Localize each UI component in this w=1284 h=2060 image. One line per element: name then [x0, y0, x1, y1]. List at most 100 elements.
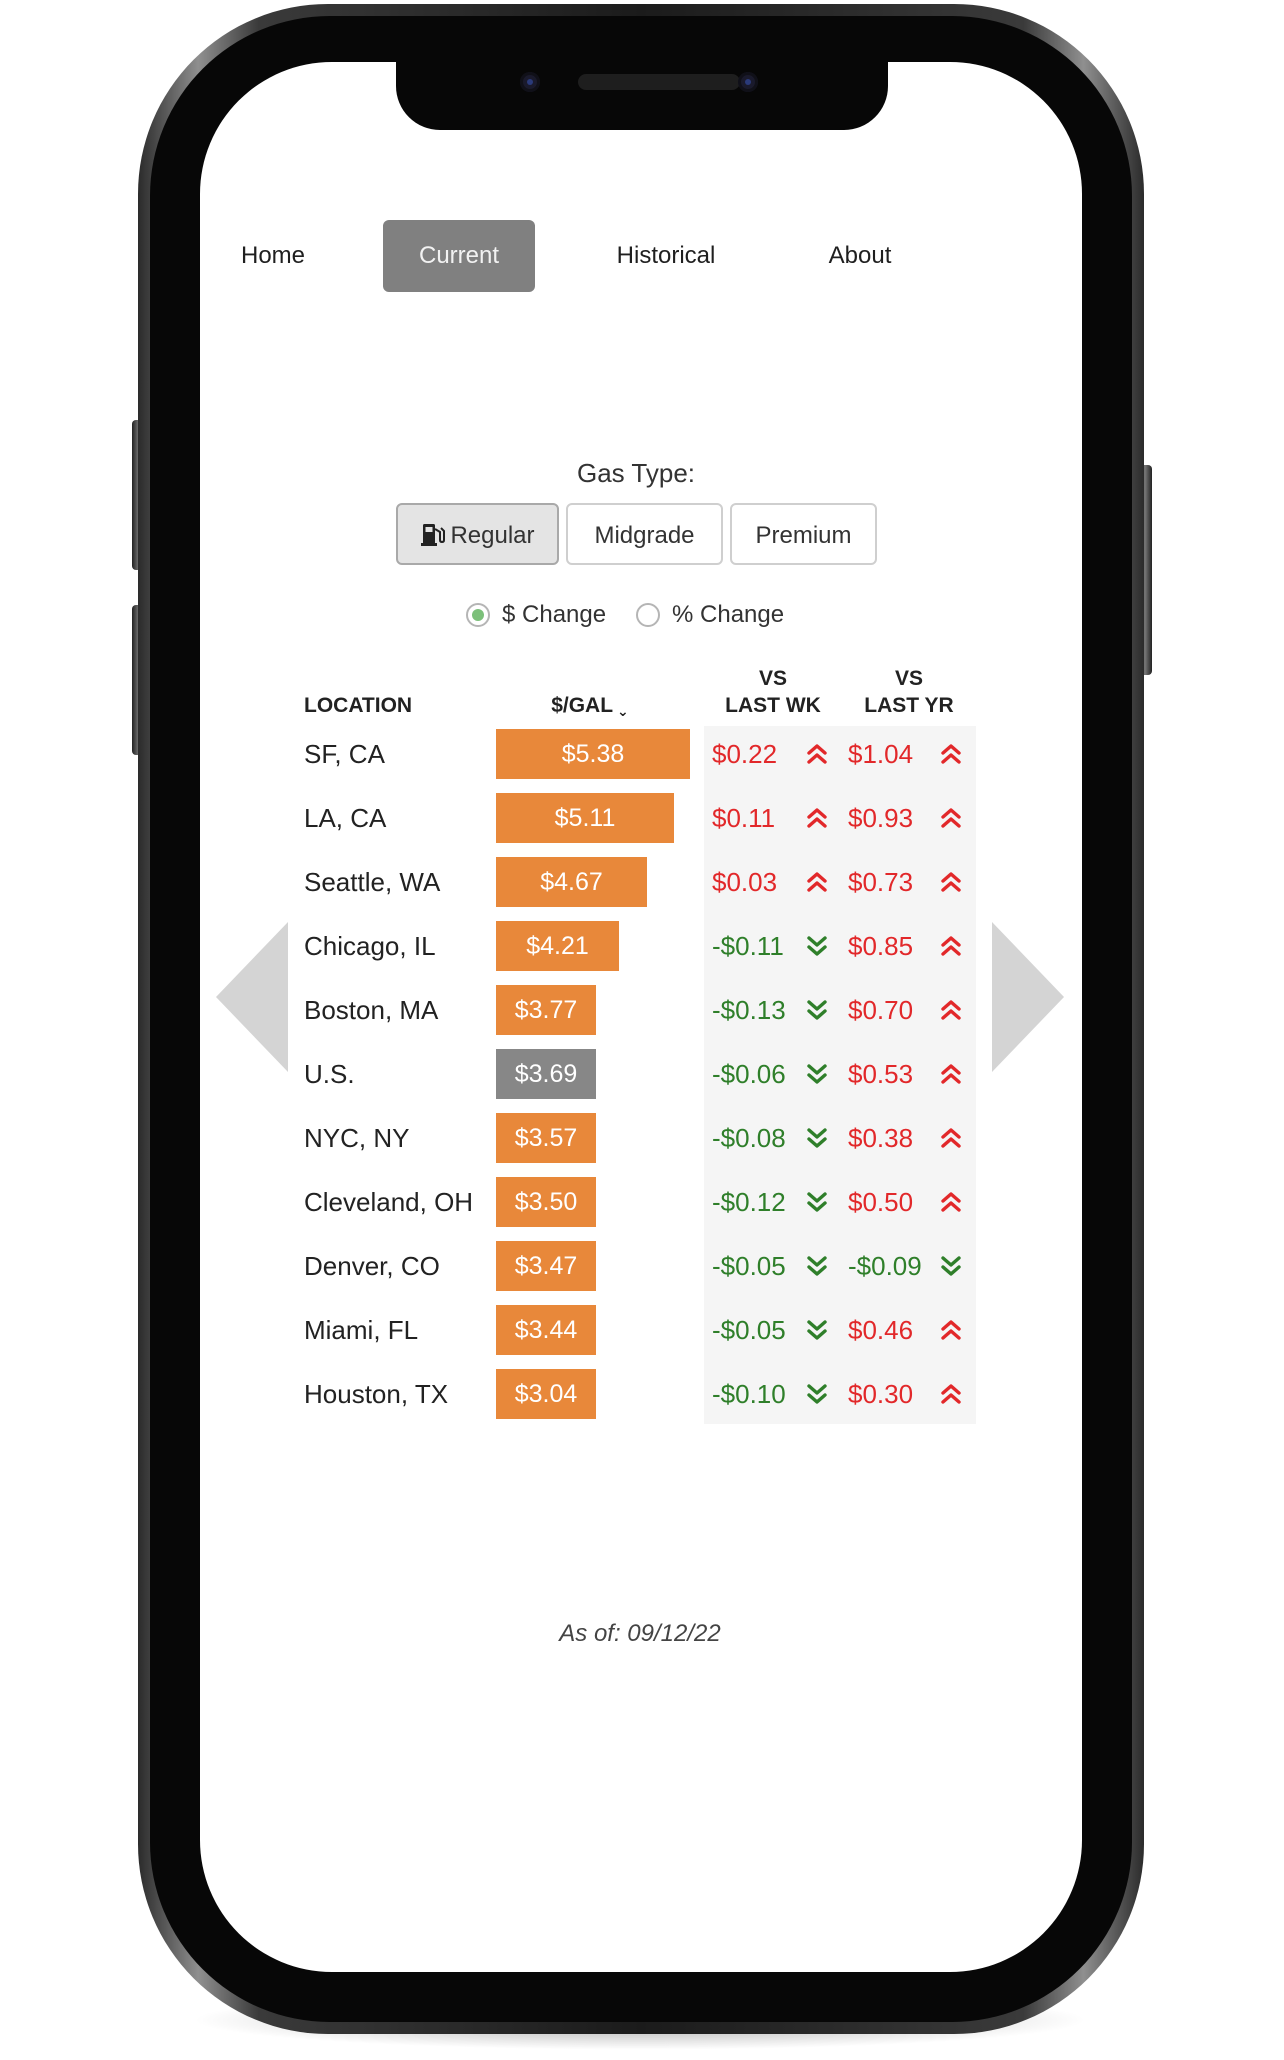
- column-header-vs-last-week[interactable]: VS LAST WK: [712, 665, 834, 719]
- vs-last-week-cell: -$0.12: [712, 1174, 786, 1230]
- location-cell: U.S.: [304, 1059, 355, 1089]
- nav-current[interactable]: Current: [383, 220, 535, 292]
- table-row[interactable]: Seattle, WA $4.67 $0.03 $0.73: [0, 854, 1284, 910]
- price-bar: $3.04: [496, 1369, 596, 1419]
- vs-last-year-value: $0.46: [848, 1315, 914, 1345]
- price-bar: $5.11: [496, 793, 674, 843]
- double-chevron-down-icon: [807, 1320, 827, 1340]
- double-chevron-up-icon: [807, 808, 827, 828]
- radio-selected-icon: [466, 603, 490, 627]
- location-cell: Houston, TX: [304, 1379, 449, 1409]
- table-row[interactable]: NYC, NY $3.57 -$0.08 $0.38: [0, 1110, 1284, 1166]
- price-bar: $5.38: [496, 729, 690, 779]
- table-row[interactable]: Cleveland, OH $3.50 -$0.12 $0.50: [0, 1174, 1284, 1230]
- nav-about[interactable]: About: [828, 242, 892, 269]
- gas-pump-icon: [421, 524, 446, 546]
- location-cell: Seattle, WA: [304, 867, 441, 897]
- column-header-vs-last-week-line1: VS: [758, 667, 787, 690]
- vs-last-year-value: $0.30: [848, 1379, 914, 1409]
- price-bar: $4.67: [496, 857, 647, 907]
- double-chevron-up-icon: [941, 1000, 961, 1020]
- table-row[interactable]: U.S. $3.69 -$0.06 $0.53: [0, 1046, 1284, 1102]
- vs-last-week-cell: $0.22: [712, 726, 777, 782]
- double-chevron-up-icon: [941, 1064, 961, 1084]
- vs-last-week-value: -$0.06: [712, 1059, 786, 1089]
- vs-last-week-value: -$0.11: [712, 931, 784, 961]
- column-header-vs-last-year-line2: LAST YR: [864, 694, 954, 717]
- double-chevron-up-icon: [941, 936, 961, 956]
- table-row[interactable]: Chicago, IL $4.21 -$0.11 $0.85: [0, 918, 1284, 974]
- double-chevron-up-icon: [941, 1128, 961, 1148]
- vs-last-week-cell: -$0.13: [712, 982, 786, 1038]
- vs-last-year-value: $0.93: [848, 803, 914, 833]
- vs-last-week-cell: -$0.05: [712, 1302, 786, 1358]
- double-chevron-up-icon: [941, 1320, 961, 1340]
- double-chevron-down-icon: [807, 936, 827, 956]
- vs-last-year-cell: $0.85: [848, 918, 913, 974]
- location-cell: Boston, MA: [304, 995, 439, 1025]
- table-row[interactable]: Denver, CO $3.47 -$0.05 -$0.09: [0, 1238, 1284, 1294]
- vs-last-week-cell: $0.03: [712, 854, 777, 910]
- price-bar-us-average: $3.69: [496, 1049, 596, 1099]
- nav-home[interactable]: Home: [240, 242, 306, 269]
- column-header-price[interactable]: $/GAL ⌄: [540, 692, 640, 725]
- vs-last-year-value: $0.53: [848, 1059, 914, 1089]
- vs-last-week-value: -$0.05: [712, 1251, 786, 1281]
- gas-type-midgrade-button[interactable]: Midgrade: [566, 503, 723, 565]
- vs-last-year-value: $1.04: [848, 739, 914, 769]
- vs-last-year-value: -$0.09: [848, 1251, 922, 1281]
- vs-last-week-cell: -$0.10: [712, 1366, 786, 1422]
- table-row[interactable]: Miami, FL $3.44 -$0.05 $0.46: [0, 1302, 1284, 1358]
- table-row[interactable]: LA, CA $5.11 $0.11 $0.93: [0, 790, 1284, 846]
- vs-last-week-cell: -$0.06: [712, 1046, 786, 1102]
- vs-last-week-cell: $0.11: [712, 790, 775, 846]
- table-row[interactable]: Boston, MA $3.77 -$0.13 $0.70: [0, 982, 1284, 1038]
- front-sensor-icon: [738, 72, 758, 92]
- column-header-location[interactable]: LOCATION: [304, 694, 413, 717]
- vs-last-year-value: $0.70: [848, 995, 914, 1025]
- location-cell: Denver, CO: [304, 1251, 440, 1281]
- price-bar: $3.47: [496, 1241, 596, 1291]
- gas-type-regular-button[interactable]: Regular: [396, 503, 559, 565]
- vs-last-week-value: -$0.05: [712, 1315, 786, 1345]
- price-bar: $3.50: [496, 1177, 596, 1227]
- double-chevron-down-icon: [941, 1256, 961, 1276]
- as-of-date: As of: 09/12/22: [559, 1620, 721, 1647]
- vs-last-week-cell: -$0.08: [712, 1110, 786, 1166]
- chevron-right-icon[interactable]: [992, 922, 1064, 1072]
- gas-type-premium-button[interactable]: Premium: [730, 503, 877, 565]
- column-header-vs-last-year[interactable]: VS LAST YR: [848, 665, 970, 719]
- price-bar: $3.57: [496, 1113, 596, 1163]
- double-chevron-up-icon: [941, 744, 961, 764]
- nav-historical[interactable]: Historical: [616, 242, 716, 269]
- double-chevron-down-icon: [807, 1256, 827, 1276]
- double-chevron-up-icon: [807, 872, 827, 892]
- gas-type-regular-label: Regular: [450, 522, 535, 549]
- table-row[interactable]: Houston, TX $3.04 -$0.10 $0.30: [0, 1366, 1284, 1422]
- phone-notch: [396, 62, 888, 130]
- vs-last-year-cell: $0.93: [848, 790, 913, 846]
- dollar-change-radio[interactable]: $ Change: [466, 598, 606, 632]
- change-columns-background: [704, 726, 976, 1424]
- percent-change-radio[interactable]: % Change: [636, 598, 784, 632]
- chevron-left-icon[interactable]: [216, 922, 288, 1072]
- percent-change-label: % Change: [672, 601, 785, 628]
- table-row[interactable]: SF, CA $5.38 $0.22 $1.04: [0, 726, 1284, 782]
- sort-descending-icon: ⌄: [617, 703, 629, 719]
- vs-last-week-value: -$0.13: [712, 995, 786, 1025]
- location-cell: SF, CA: [304, 739, 385, 769]
- vs-last-year-cell: $0.46: [848, 1302, 913, 1358]
- vs-last-week-value: $0.03: [712, 867, 778, 897]
- double-chevron-up-icon: [941, 1384, 961, 1404]
- price-bar: $3.44: [496, 1305, 596, 1355]
- phone-speaker: [578, 74, 740, 90]
- location-cell: NYC, NY: [304, 1123, 410, 1153]
- vs-last-year-cell: $0.73: [848, 854, 913, 910]
- vs-last-year-value: $0.38: [848, 1123, 914, 1153]
- double-chevron-up-icon: [941, 808, 961, 828]
- price-bar: $4.21: [496, 921, 619, 971]
- vs-last-year-cell: -$0.09: [848, 1238, 922, 1294]
- vs-last-year-cell: $1.04: [848, 726, 913, 782]
- double-chevron-up-icon: [941, 1192, 961, 1212]
- vs-last-year-cell: $0.38: [848, 1110, 913, 1166]
